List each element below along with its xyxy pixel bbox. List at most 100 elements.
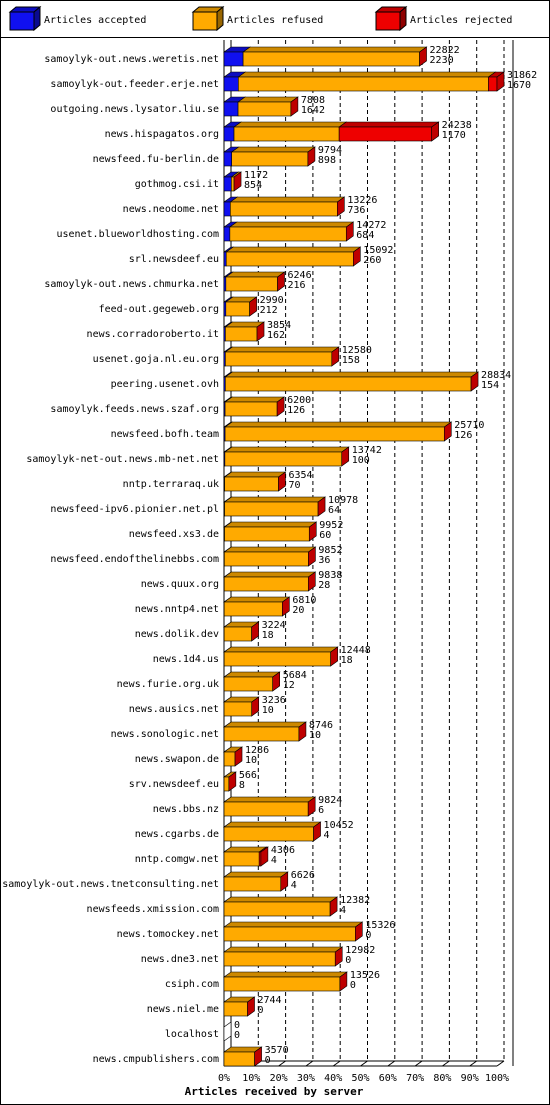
- accepted-label: 1642: [301, 105, 325, 116]
- bar-segment: [223, 201, 231, 217]
- total-label: 3236: [262, 695, 286, 706]
- bar-top-face: [223, 471, 287, 478]
- y-tick-label: news.tomockey.net: [117, 929, 219, 940]
- bar-segment: [225, 351, 333, 367]
- total-label: 6200: [287, 395, 311, 406]
- total-label: 7808: [301, 95, 325, 106]
- bar-segment: [338, 126, 432, 142]
- bar-top-face: [223, 721, 307, 728]
- bar-segment: [225, 326, 258, 342]
- bar-segment: [223, 601, 283, 617]
- x-tick-label: 20%: [270, 1073, 288, 1084]
- bar-side-face: [277, 271, 285, 292]
- bar-side-face: [282, 596, 290, 617]
- total-label: 13742: [352, 445, 382, 456]
- bar-top-face: [223, 546, 317, 553]
- bar-segment: [224, 426, 445, 442]
- total-label: 8746: [309, 720, 333, 731]
- bar-top-face: [237, 71, 497, 78]
- bar-top-face: [223, 946, 344, 953]
- x-tick-label: 0%: [218, 1073, 230, 1084]
- bar-segment: [230, 201, 338, 217]
- y-tick-label: newsfeed-ipv6.pionier.net.pl: [50, 504, 219, 515]
- accepted-label: 10: [245, 755, 257, 766]
- bar-side-face: [254, 1046, 262, 1067]
- x-tick: [332, 1060, 341, 1067]
- bar-top-face: [242, 46, 428, 53]
- bar-top-face: [223, 446, 350, 453]
- bar-top-face: [229, 196, 346, 203]
- y-tick-label: nntp.comgw.net: [135, 854, 219, 865]
- bar-top-face: [224, 421, 453, 428]
- bar-side-face: [280, 871, 289, 892]
- total-label: 3854: [267, 320, 291, 331]
- accepted-label: 0: [265, 1055, 271, 1066]
- bar-side-face: [228, 771, 237, 792]
- y-tick-label: samoylyk-out.news.weretis.net: [44, 54, 219, 65]
- bar-side-face: [308, 521, 317, 542]
- total-label: 2990: [260, 295, 284, 306]
- y-tick-label: localhost: [165, 1029, 219, 1040]
- bar-top-face: [223, 671, 281, 678]
- accepted-label: 154: [481, 380, 499, 391]
- bar-side-face: [276, 396, 285, 417]
- bar-segment: [223, 151, 232, 167]
- bar-segment: [223, 701, 253, 717]
- bar-segment: [223, 101, 239, 117]
- bar-side-face: [353, 246, 361, 267]
- bar-top-face: [224, 346, 340, 353]
- accepted-label: 0: [345, 955, 351, 966]
- bar-top-face: [223, 871, 289, 878]
- bar-side-face: [278, 471, 286, 492]
- y-tick-label: srl.newsdeef.eu: [129, 254, 219, 265]
- bar-top-face: [223, 596, 291, 603]
- accepted-label: 18: [262, 630, 274, 641]
- bar-segment: [224, 551, 309, 567]
- y-tick-label: outgoing.news.lysator.liu.se: [50, 104, 219, 115]
- y-tick-label: news.corradoroberto.it: [87, 329, 219, 340]
- total-label: 22822: [430, 45, 460, 56]
- bar-top-face: [223, 971, 348, 978]
- x-tick: [387, 1060, 396, 1067]
- bar-segment: [223, 126, 235, 142]
- total-label: 6354: [288, 470, 312, 481]
- bar-segment: [488, 76, 498, 92]
- legend-swatch: [192, 11, 218, 31]
- total-label: 15092: [363, 245, 393, 256]
- x-tick: [305, 1060, 314, 1067]
- total-label: 9838: [318, 570, 342, 581]
- bar-segment: [223, 901, 331, 917]
- bar-side-face: [339, 971, 348, 992]
- bar-side-face: [307, 146, 316, 167]
- bar-top-face: [224, 271, 286, 278]
- bar-segment: [223, 626, 252, 642]
- bar-segment: [223, 976, 341, 992]
- bar-segment: [225, 376, 472, 392]
- legend-label: Articles rejected: [410, 15, 512, 26]
- y-tick-label: gothmog.csi.it: [135, 179, 219, 190]
- bar-segment: [225, 276, 278, 292]
- bar-segment: [223, 851, 260, 867]
- total-label: 9794: [318, 145, 342, 156]
- accepted-label: 100: [352, 455, 370, 466]
- accepted-label: 126: [287, 405, 305, 416]
- y-tick-label: news.swapon.de: [135, 754, 219, 765]
- bar-segment: [223, 251, 227, 267]
- bar-side-face: [307, 571, 316, 592]
- bar-segment: [229, 226, 347, 242]
- y-tick-label: nntp.terraraq.uk: [123, 479, 219, 490]
- accepted-label: 216: [288, 280, 306, 291]
- accepted-label: 736: [347, 205, 365, 216]
- bar-side-face: [308, 546, 316, 567]
- bar-side-face: [233, 171, 242, 192]
- bar-top-face: [223, 821, 322, 828]
- accepted-label: 4: [291, 880, 297, 891]
- total-label: 6810: [292, 595, 316, 606]
- y-tick-label: srv.newsdeef.eu: [129, 779, 219, 790]
- bar-top-face: [338, 121, 440, 128]
- bar-side-face: [443, 421, 452, 442]
- bar-side-face: [317, 496, 326, 517]
- bar-segment: [224, 501, 319, 517]
- bar-segment: [223, 876, 282, 892]
